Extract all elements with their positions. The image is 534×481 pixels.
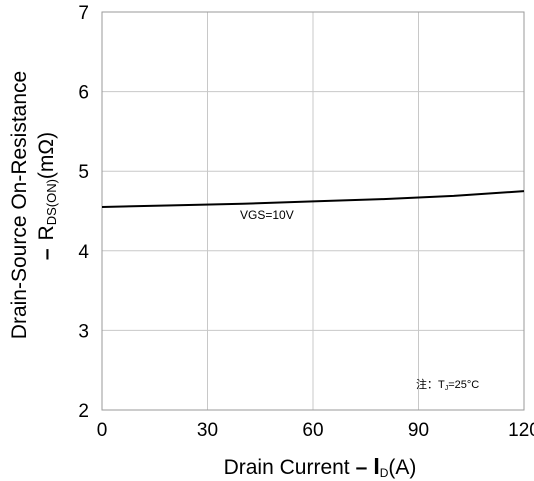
y-tick-labels: 2 3 4 5 6 7 (78, 3, 89, 422)
y-tick-label-7: 7 (78, 3, 89, 24)
x-axis-title: Drain Current – ID(A) (224, 453, 417, 480)
x-axis-title-unit: (A) (388, 456, 416, 479)
x-axis-title-main: Drain Current (224, 456, 350, 479)
y-axis-title-unit: (mΩ) (35, 132, 58, 179)
note-prefix: 注： (416, 377, 438, 391)
x-tick-label-60: 60 (302, 420, 323, 441)
x-tick-label-0: 0 (97, 420, 108, 441)
series-line-0 (101, 190, 525, 208)
note-value: =25°C (448, 379, 479, 391)
x-tick-label-30: 30 (197, 420, 218, 441)
x-tick-labels: 0 30 60 90 120 (97, 420, 534, 441)
y-tick-label-2: 2 (78, 401, 89, 422)
plot-frame (101, 11, 525, 411)
y-tick-label-3: 3 (78, 321, 89, 342)
y-axis-title-line2: – RDS(ON)(mΩ) (35, 132, 59, 260)
annotation-vgs: VGS=10V (240, 208, 294, 222)
note-temperature: 注：TJ=25°C (416, 377, 479, 392)
y-axis-title-symbol: R (35, 225, 58, 240)
x-axis-title-dash: – (356, 456, 368, 479)
grid-lines (101, 11, 525, 411)
x-axis-title-symbol: I (373, 453, 379, 479)
y-axis-title-sub: DS(ON) (44, 179, 59, 225)
y-axis-title-dash: – (35, 248, 58, 260)
y-tick-label-4: 4 (78, 242, 89, 263)
x-axis-title-sub: D (380, 466, 389, 480)
y-tick-label-6: 6 (78, 83, 89, 104)
note-sub: J (445, 385, 449, 392)
y-axis-title-line1: Drain-Source On-Resistance (8, 71, 31, 339)
x-tick-label-90: 90 (408, 420, 429, 441)
series-group (101, 190, 525, 208)
x-tick-label-120: 120 (508, 420, 534, 441)
note-symbol: T (438, 379, 445, 391)
y-tick-label-5: 5 (78, 162, 89, 183)
